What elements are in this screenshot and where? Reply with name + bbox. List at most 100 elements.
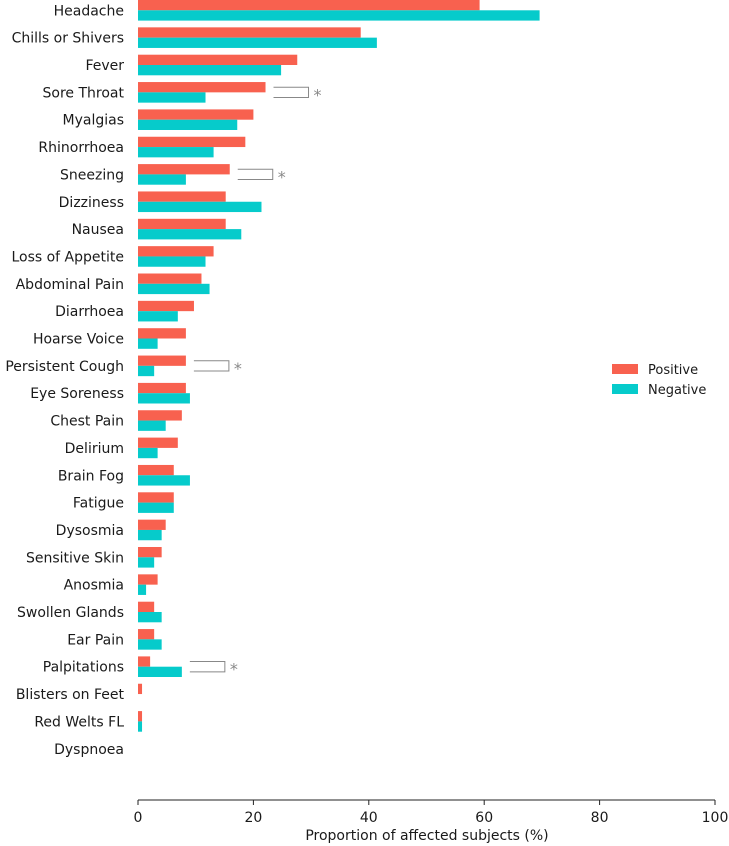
- category-label: Blisters on Feet: [16, 687, 125, 703]
- category-label: Dysosmia: [56, 523, 124, 539]
- bar-negative: [138, 65, 282, 76]
- category-label: Brain Fog: [58, 468, 124, 484]
- bar-positive: [138, 683, 143, 695]
- significance-bracket: [189, 661, 226, 673]
- bar-positive: [138, 464, 174, 476]
- bar-positive: [138, 656, 151, 667]
- bar-positive: [138, 0, 480, 11]
- bar-positive: [138, 109, 254, 120]
- category-label: Delirium: [65, 441, 124, 457]
- bar-positive: [138, 519, 166, 530]
- bar-negative: [138, 666, 182, 677]
- bar-negative: [138, 256, 206, 267]
- bar-negative: [138, 502, 174, 513]
- significance-asterisk: *: [234, 359, 242, 378]
- bar-negative: [138, 338, 158, 349]
- bar-positive: [138, 164, 230, 175]
- bar-negative: [138, 721, 143, 732]
- category-labels: Headache Chills or Shivers Fever Sore Throa…: [5, 3, 124, 757]
- category-label: Chills or Shivers: [12, 31, 124, 47]
- bar-negative: [138, 475, 190, 486]
- category-label: Hoarse Voice: [33, 332, 124, 348]
- bar-positive: [138, 629, 155, 640]
- bar-negative: [138, 311, 178, 322]
- category-label: Headache: [54, 3, 124, 19]
- category-label: Fatigue: [73, 496, 124, 512]
- bar-negative: [138, 92, 206, 103]
- category-label: Rhinorrhoea: [38, 140, 124, 156]
- bar-negative: [138, 174, 186, 185]
- x-tick-label: 40: [360, 810, 378, 826]
- x-tick-label: 60: [475, 810, 493, 826]
- category-label: Dizziness: [59, 195, 124, 211]
- bar-positive: [138, 191, 226, 202]
- category-label: Persistent Cough: [5, 359, 124, 375]
- bar-positive: [138, 410, 182, 421]
- x-axis-label: Proportion of affected subjects (%): [305, 828, 548, 844]
- bar-positive: [138, 82, 266, 93]
- bar-negative: [138, 639, 162, 650]
- x-tick-label: 100: [702, 810, 729, 826]
- legend-label-positive: Positive: [648, 363, 698, 378]
- legend-label-negative: Negative: [648, 383, 706, 398]
- significance-bracket: [237, 168, 274, 181]
- x-tick-label: 0: [134, 810, 143, 826]
- category-label: Fever: [85, 58, 124, 74]
- bar-negative: [138, 201, 262, 213]
- bar-positive: [138, 574, 158, 585]
- legend-swatch-negative: [612, 384, 638, 394]
- bar-negative: [138, 529, 162, 541]
- bar-negative: [138, 584, 147, 595]
- significance-asterisk: *: [278, 167, 286, 186]
- bar-positive: [138, 136, 246, 148]
- bar-negative: [138, 283, 210, 295]
- bar-negative: [138, 229, 242, 240]
- bar-negative: [138, 612, 162, 623]
- bar-positive: [138, 218, 226, 230]
- bar-positive: [138, 355, 186, 366]
- bar-negative: [138, 557, 155, 568]
- significance-markers: * * * *: [189, 85, 322, 679]
- significance-bracket: [193, 360, 230, 372]
- bar-positive: [138, 27, 361, 38]
- bar-positive: [138, 547, 162, 558]
- bar-negative: [138, 119, 238, 130]
- significance-asterisk: *: [314, 85, 322, 104]
- bar-positive: [138, 54, 298, 65]
- bar-positive: [138, 437, 178, 448]
- significance-asterisk: *: [230, 660, 238, 679]
- category-label: Ear Pain: [67, 632, 124, 648]
- x-tick-label: 80: [591, 810, 609, 826]
- bar-negative: [138, 147, 214, 158]
- category-label: Sore Throat: [43, 85, 125, 101]
- category-label: Palpitations: [43, 660, 124, 676]
- x-axis: 0 20 40 60 80 100: [134, 799, 729, 826]
- bar-positive: [138, 273, 202, 284]
- category-label: Eye Soreness: [30, 386, 124, 402]
- category-label: Abdominal Pain: [16, 277, 124, 293]
- category-label: Diarrhoea: [55, 304, 124, 320]
- bar-negative: [138, 365, 155, 377]
- category-label: Chest Pain: [50, 414, 124, 430]
- category-label: Nausea: [72, 222, 124, 238]
- category-label: Dyspnoea: [54, 742, 124, 758]
- bar-positive: [138, 300, 194, 312]
- bar-positive: [138, 328, 186, 339]
- bar-positive: [138, 382, 186, 394]
- category-label: Myalgias: [63, 113, 124, 129]
- bar-negative: [138, 10, 540, 21]
- bar-negative: [138, 37, 377, 48]
- significance-bracket: [273, 86, 310, 98]
- bars-layer: [138, 0, 540, 732]
- bar-negative: [138, 393, 190, 404]
- bar-positive: [138, 601, 155, 612]
- legend-swatch-positive: [612, 364, 638, 374]
- bar-positive: [138, 246, 214, 257]
- category-label: Sneezing: [60, 167, 124, 183]
- category-label: Anosmia: [64, 578, 124, 594]
- legend: Positive Negative: [612, 363, 706, 398]
- bar-negative: [138, 447, 158, 459]
- category-label: Sensitive Skin: [26, 550, 124, 566]
- bar-positive: [138, 492, 174, 503]
